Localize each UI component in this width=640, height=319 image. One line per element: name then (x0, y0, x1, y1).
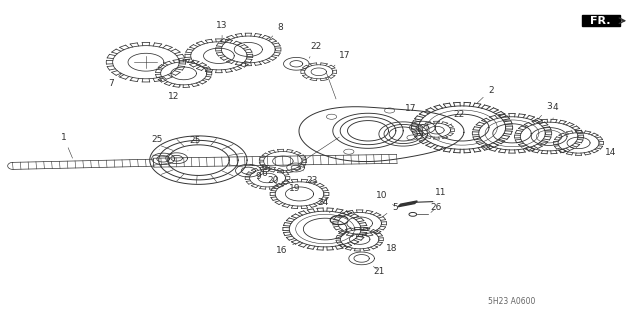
Text: 24: 24 (317, 198, 330, 213)
Text: 2: 2 (477, 85, 493, 103)
Text: 18: 18 (380, 244, 397, 253)
Polygon shape (398, 201, 417, 207)
Text: 5: 5 (382, 203, 397, 217)
Text: 17: 17 (333, 51, 350, 67)
Text: 1: 1 (61, 133, 72, 158)
Text: 17: 17 (405, 104, 417, 121)
Text: FR.: FR. (590, 16, 611, 26)
Text: 23: 23 (303, 171, 317, 185)
Text: 5H23 A0600: 5H23 A0600 (488, 297, 536, 306)
Text: 11: 11 (434, 188, 446, 202)
Text: 9: 9 (256, 169, 267, 181)
Text: 7: 7 (108, 74, 122, 88)
Text: 22: 22 (451, 110, 465, 125)
Text: 26: 26 (431, 203, 442, 212)
Text: 15: 15 (250, 164, 271, 174)
Text: 4: 4 (553, 103, 558, 119)
Text: 21: 21 (373, 266, 385, 276)
Text: 25: 25 (151, 135, 163, 150)
Text: 6: 6 (262, 169, 278, 185)
FancyBboxPatch shape (582, 15, 620, 26)
Text: 20: 20 (260, 174, 278, 185)
Text: 3: 3 (538, 102, 552, 119)
Text: 19: 19 (282, 183, 300, 193)
Text: 25: 25 (188, 136, 200, 150)
Text: 10: 10 (376, 191, 395, 206)
Text: 12: 12 (168, 85, 180, 101)
Text: 14: 14 (599, 148, 616, 157)
Text: 8: 8 (269, 23, 283, 40)
Text: 13: 13 (216, 21, 228, 38)
Text: 22: 22 (309, 42, 321, 58)
Text: 16: 16 (276, 243, 296, 255)
